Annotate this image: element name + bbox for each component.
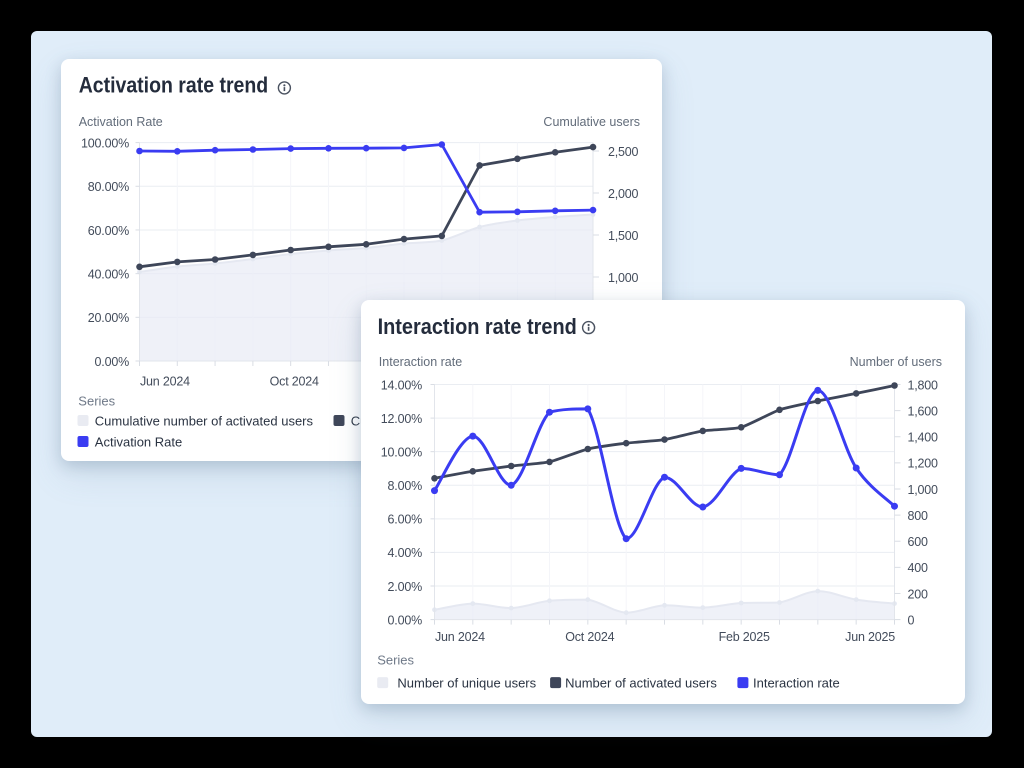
svg-text:1,800: 1,800 (908, 378, 939, 392)
svg-text:Jun 2024: Jun 2024 (435, 630, 485, 644)
svg-text:Interaction rate: Interaction rate (379, 355, 462, 369)
svg-text:1,200: 1,200 (908, 457, 939, 471)
svg-text:0.00%: 0.00% (388, 613, 423, 627)
svg-text:14.00%: 14.00% (381, 378, 422, 392)
svg-text:8.00%: 8.00% (388, 479, 423, 493)
svg-text:2,500: 2,500 (608, 145, 639, 159)
svg-text:12.00%: 12.00% (381, 412, 422, 426)
svg-text:40.00%: 40.00% (88, 267, 129, 281)
svg-text:600: 600 (908, 535, 929, 549)
svg-text:800: 800 (908, 509, 929, 523)
svg-text:2,000: 2,000 (608, 187, 639, 201)
svg-text:Activation Rate: Activation Rate (95, 435, 182, 450)
svg-text:80.00%: 80.00% (88, 180, 129, 194)
svg-text:Interaction rate: Interaction rate (753, 676, 840, 691)
svg-text:100.00%: 100.00% (81, 136, 129, 150)
svg-text:Number of users: Number of users (850, 355, 942, 369)
svg-text:1,000: 1,000 (908, 483, 939, 497)
svg-text:Number of unique users: Number of unique users (397, 676, 536, 691)
svg-text:Oct 2024: Oct 2024 (270, 375, 319, 389)
svg-text:Jun 2024: Jun 2024 (140, 375, 190, 389)
svg-text:1,500: 1,500 (608, 229, 639, 243)
svg-text:Cumulative number of activated: Cumulative number of activated users (95, 414, 314, 429)
svg-text:Feb 2025: Feb 2025 (719, 630, 770, 644)
svg-text:Activation rate trend: Activation rate trend (79, 72, 269, 97)
svg-text:1,000: 1,000 (608, 271, 639, 285)
svg-text:0.00%: 0.00% (95, 355, 130, 369)
svg-text:1,600: 1,600 (908, 404, 939, 418)
svg-text:1,400: 1,400 (908, 431, 939, 445)
svg-text:Jun 2025: Jun 2025 (845, 630, 895, 644)
svg-text:4.00%: 4.00% (388, 546, 423, 560)
svg-text:Cumulative users: Cumulative users (543, 115, 640, 129)
svg-text:20.00%: 20.00% (88, 311, 129, 325)
svg-text:Oct 2024: Oct 2024 (565, 630, 614, 644)
svg-text:2.00%: 2.00% (388, 580, 423, 594)
svg-text:400: 400 (908, 561, 929, 575)
svg-text:60.00%: 60.00% (88, 224, 129, 238)
svg-text:6.00%: 6.00% (388, 513, 423, 527)
svg-text:Series: Series (78, 394, 115, 409)
svg-text:Interaction rate trend: Interaction rate trend (378, 314, 577, 339)
svg-text:0: 0 (908, 613, 915, 627)
svg-text:10.00%: 10.00% (381, 446, 422, 460)
svg-text:Series: Series (377, 653, 414, 668)
svg-text:Number of activated users: Number of activated users (565, 676, 717, 691)
svg-text:Activation Rate: Activation Rate (79, 115, 163, 129)
svg-text:200: 200 (908, 587, 929, 601)
